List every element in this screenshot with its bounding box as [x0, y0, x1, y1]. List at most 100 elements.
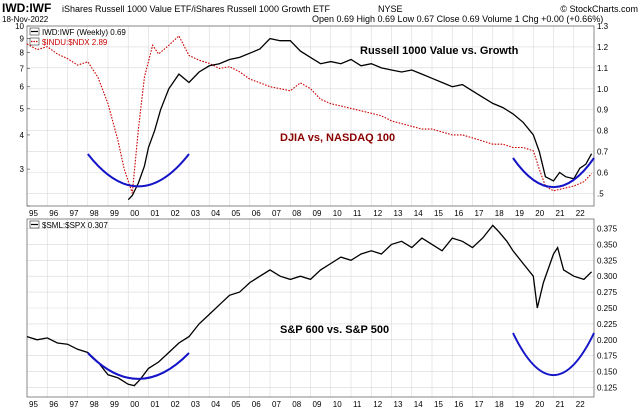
iwd-iwf-line — [127, 37, 593, 201]
x-tick-label: 14 — [414, 400, 423, 409]
x-tick-label: 96 — [49, 400, 58, 409]
annotation-sp600-sp500: S&P 600 vs. S&P 500 — [280, 324, 389, 336]
right-tick-label: 0.175 — [597, 352, 618, 361]
right-tick-label: 0.325 — [597, 256, 618, 265]
highlight-arc-2021b — [512, 332, 595, 376]
x-tick-label: 02 — [171, 209, 180, 218]
stockcharts-credit: © StockCharts.com — [560, 4, 638, 14]
right-tick-label: 0.150 — [597, 368, 618, 377]
left-tick-label: 7 — [20, 64, 25, 73]
chart-date: 18-Nov-2022 — [2, 15, 49, 24]
x-tick-label: 22 — [576, 400, 585, 409]
x-tick-label: 15 — [434, 400, 443, 409]
right-tick-label: 0.275 — [597, 288, 618, 297]
x-tick-label: 95 — [29, 209, 38, 218]
highlight-arc-2021 — [512, 157, 595, 189]
x-tick-label: 06 — [252, 209, 261, 218]
x-tick-label: 03 — [191, 209, 200, 218]
x-tick-label: 95 — [29, 400, 38, 409]
left-tick-label: 10 — [15, 22, 24, 31]
x-tick-label: 12 — [373, 209, 382, 218]
bottom-x-axis: 95 96 97 98 99 00 01 02 03 04 05 06 07 08 09 10 11 12 13 14… — [29, 400, 585, 409]
x-tick-label: 14 — [414, 209, 423, 218]
left-tick-label: 4 — [20, 131, 25, 140]
x-tick-label: 99 — [110, 400, 119, 409]
x-tick-label: 00 — [130, 400, 139, 409]
right-tick-label: 0.125 — [597, 383, 618, 392]
x-tick-label: 03 — [191, 400, 200, 409]
x-tick-label: 18 — [495, 400, 504, 409]
x-tick-label: 17 — [475, 400, 484, 409]
x-tick-label: 20 — [535, 400, 544, 409]
x-tick-label: 21 — [556, 400, 565, 409]
right-tick-label: 1.0 — [597, 85, 609, 94]
x-tick-label: 22 — [576, 209, 585, 218]
left-tick-label: 8 — [20, 49, 25, 58]
x-tick-label: 12 — [373, 400, 382, 409]
x-tick-label: 19 — [515, 400, 524, 409]
x-tick-label: 97 — [70, 400, 79, 409]
x-tick-label: 01 — [151, 400, 160, 409]
right-tick-label: 0.6 — [597, 169, 609, 178]
chart-symbol: IWD:IWF — [2, 1, 51, 15]
x-tick-label: 10 — [333, 400, 342, 409]
right-tick-label: 0.200 — [597, 336, 618, 345]
ohlc-readout: Open 0.69 High 0.69 Low 0.67 Close 0.69 … — [312, 14, 603, 24]
x-tick-label: 05 — [232, 209, 241, 218]
x-tick-label: 16 — [454, 209, 463, 218]
x-tick-label: 98 — [90, 400, 99, 409]
x-tick-label: 11 — [353, 209, 362, 218]
x-tick-label: 09 — [313, 209, 322, 218]
x-tick-label: 10 — [333, 209, 342, 218]
x-tick-label: 08 — [292, 400, 301, 409]
indu-ndx-line — [26, 35, 592, 194]
bottom-panel: 0.125 0.150 0.175 0.200 0.225 0.250 0.275 0.300… — [26, 218, 618, 398]
highlight-arc-1999 — [87, 352, 190, 380]
x-tick-label: 13 — [394, 400, 403, 409]
x-tick-label: 20 — [535, 209, 544, 218]
x-tick-label: 02 — [171, 400, 180, 409]
right-tick-label: .5 — [597, 189, 604, 198]
top-legend: IWD:IWF (Weekly) 0.69 $INDU:$NDX 2.89 — [29, 27, 126, 47]
x-tick-label: 99 — [110, 209, 119, 218]
bottom-legend: $SML:$SPX 0.307 — [29, 220, 108, 230]
x-tick-label: 16 — [454, 400, 463, 409]
top-gridlines — [27, 25, 594, 206]
annotation-russell: Russell 1000 Value vs. Growth — [360, 45, 519, 57]
x-tick-label: 17 — [475, 209, 484, 218]
x-tick-label: 11 — [353, 400, 362, 409]
top-panel: 3 4 5 6 7 8 9 10 .5 0.6 0.7 0.8 0.9 1.0 1.1 1.2 1.3 IWD… — [15, 22, 609, 207]
left-tick-label: 3 — [20, 165, 25, 174]
x-tick-label: 19 — [515, 209, 524, 218]
right-tick-label: 1.1 — [597, 64, 609, 73]
x-tick-label: 00 — [130, 209, 139, 218]
x-tick-label: 21 — [556, 209, 565, 218]
x-tick-label: 08 — [292, 209, 301, 218]
x-tick-label: 04 — [211, 209, 220, 218]
chart-description: iShares Russell 1000 Value ETF/iShares R… — [62, 4, 330, 14]
right-tick-label: 1.3 — [597, 22, 609, 31]
right-tick-label: 0.225 — [597, 320, 618, 329]
x-tick-label: 05 — [232, 400, 241, 409]
x-tick-label: 06 — [252, 400, 261, 409]
x-tick-label: 04 — [211, 400, 220, 409]
x-tick-label: 96 — [49, 209, 58, 218]
x-tick-label: 07 — [272, 209, 281, 218]
x-tick-label: 09 — [313, 400, 322, 409]
right-tick-label: 0.9 — [597, 106, 609, 115]
right-tick-label: 0.300 — [597, 272, 618, 281]
legend-iwd-iwf: IWD:IWF (Weekly) 0.69 — [42, 28, 126, 37]
highlight-arc-2000 — [87, 153, 190, 188]
sml-spx-line — [26, 224, 593, 387]
top-x-axis: 95 96 97 98 99 00 01 02 03 04 05 06 07 08 09 10 11 12 13 14… — [29, 209, 585, 218]
right-tick-label: 0.350 — [597, 240, 618, 249]
legend-indu-ndx: $INDU:$NDX 2.89 — [42, 38, 108, 47]
legend-sml-spx: $SML:$SPX 0.307 — [42, 221, 108, 230]
right-tick-label: 0.7 — [597, 148, 609, 157]
x-tick-label: 18 — [495, 209, 504, 218]
x-tick-label: 07 — [272, 400, 281, 409]
chart-exchange: NYSE — [378, 4, 403, 14]
left-tick-label: 5 — [20, 104, 25, 113]
bottom-right-axis: 0.125 0.150 0.175 0.200 0.225 0.250 0.275 0.300… — [597, 225, 618, 393]
